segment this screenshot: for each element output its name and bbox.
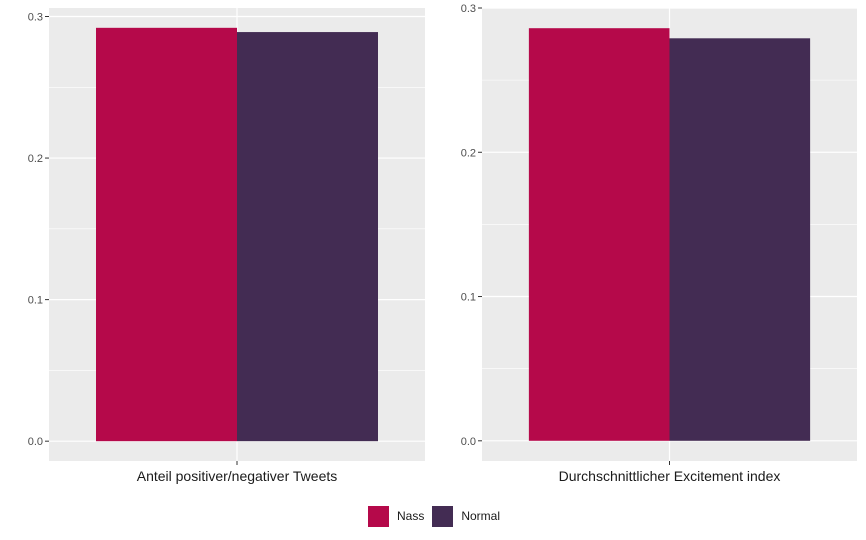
bar-normal-panel-1 (237, 32, 378, 442)
legend-swatch-normal (432, 505, 454, 527)
legend-label-normal: Normal (461, 509, 501, 523)
bar-nass-panel-1 (96, 27, 237, 442)
y-tick-label: 0.1 (461, 292, 476, 304)
legend: Nass Normal (368, 505, 508, 527)
legend-label-nass: Nass (397, 509, 425, 523)
y-tick-label: 0.2 (28, 153, 43, 165)
y-tick-label: 0.3 (28, 11, 43, 23)
y-tick-label: 0.2 (461, 147, 476, 159)
bar-nass-panel-2 (528, 28, 670, 441)
legend-item-nass: Nass (368, 505, 425, 527)
y-tick-label: 0.0 (28, 436, 43, 448)
legend-item-normal: Normal (432, 505, 501, 527)
y-tick-label: 0.0 (461, 436, 476, 448)
y-tick-label: 0.1 (28, 295, 43, 307)
legend-swatch-nass (368, 505, 389, 527)
bar-normal-panel-2 (669, 38, 811, 441)
x-category-label-2: Durchschnittlicher Excitement index (559, 468, 781, 484)
y-tick-label: 0.3 (461, 3, 476, 15)
x-category-label-1: Anteil positiver/negativer Tweets (137, 468, 338, 484)
